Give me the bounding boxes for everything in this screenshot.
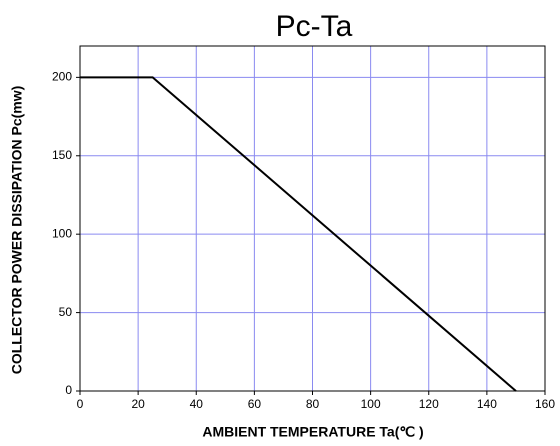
y-axis-label: COLLECTOR POWER DISSIPATION Pc(mw) bbox=[9, 86, 25, 375]
x-tick-label: 0 bbox=[77, 397, 84, 411]
y-tick-label: 200 bbox=[52, 70, 72, 84]
y-tick-label: 50 bbox=[59, 305, 73, 319]
x-tick-label: 140 bbox=[477, 397, 497, 411]
x-tick-label: 20 bbox=[131, 397, 145, 411]
x-tick-label: 60 bbox=[248, 397, 262, 411]
x-tick-label: 120 bbox=[419, 397, 439, 411]
y-tick-label: 0 bbox=[65, 383, 72, 397]
x-tick-label: 80 bbox=[306, 397, 320, 411]
x-axis-label: AMBIENT TEMPERATURE Ta(℃ ) bbox=[202, 424, 423, 440]
x-tick-label: 100 bbox=[361, 397, 381, 411]
y-tick-label: 100 bbox=[52, 226, 72, 240]
plot-frame bbox=[79, 45, 546, 392]
x-tick-label: 40 bbox=[190, 397, 204, 411]
data-line bbox=[80, 76, 517, 392]
x-tick-label: 160 bbox=[535, 397, 555, 411]
chart-title: Pc-Ta bbox=[276, 10, 353, 43]
y-tick-label: 150 bbox=[52, 148, 72, 162]
